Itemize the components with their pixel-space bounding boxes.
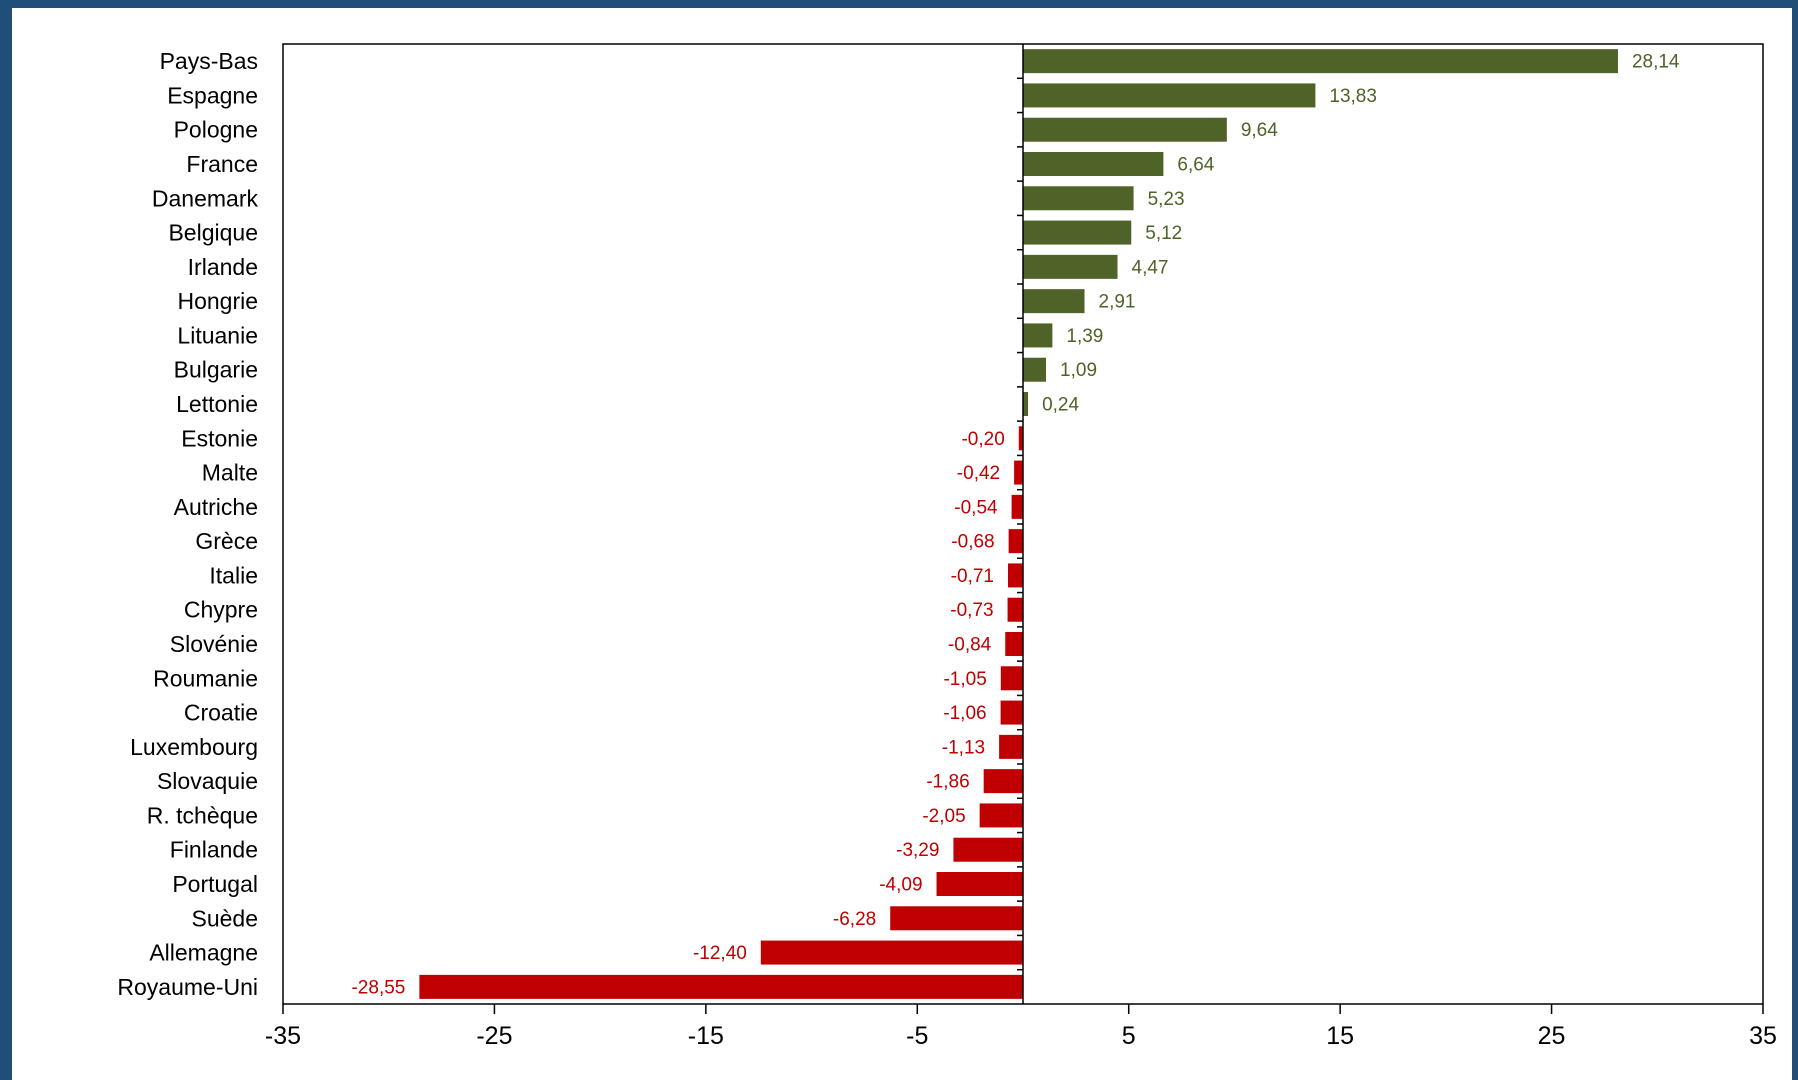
- category-label: Lettonie: [176, 391, 258, 417]
- category-label: France: [186, 151, 258, 177]
- x-tick-label: -35: [265, 1022, 301, 1050]
- data-label: 1,09: [1060, 360, 1097, 381]
- data-label: -1,13: [942, 737, 985, 758]
- data-label: -0,54: [954, 497, 998, 518]
- bar-5: [1023, 220, 1132, 245]
- x-tick-label: 5: [1122, 1022, 1136, 1050]
- bar-9: [1023, 357, 1047, 382]
- data-label: -0,73: [950, 600, 993, 621]
- category-label: Luxembourg: [130, 734, 258, 760]
- category-label: Portugal: [172, 871, 258, 897]
- bar-0: [1023, 49, 1618, 74]
- bar-7: [1023, 289, 1085, 314]
- data-label: 5,23: [1148, 189, 1185, 210]
- data-label: 4,47: [1132, 257, 1169, 278]
- category-label: Slovaquie: [157, 768, 258, 794]
- data-label: -12,40: [693, 943, 747, 964]
- bar-22: [979, 803, 1023, 828]
- bar-16: [1007, 597, 1023, 622]
- data-label: -0,84: [948, 635, 992, 656]
- bar-13: [1011, 494, 1023, 519]
- category-label: Malte: [202, 460, 258, 486]
- category-label: Danemark: [152, 185, 259, 211]
- category-labels: Pays-Bas Espagne Pologne France Danemark Belg…: [117, 48, 258, 1000]
- data-label: -28,55: [351, 977, 405, 998]
- bar-23: [953, 837, 1023, 862]
- x-tick-label: 25: [1538, 1022, 1566, 1050]
- bar-10: [1023, 392, 1029, 416]
- data-label: 2,91: [1099, 292, 1136, 313]
- category-label: R. tchèque: [147, 802, 258, 828]
- data-label: -0,71: [951, 566, 994, 587]
- bar-21: [983, 769, 1023, 794]
- data-label: -0,68: [951, 532, 994, 553]
- bar-3: [1023, 152, 1164, 176]
- bar-12: [1014, 460, 1023, 485]
- bar-26: [760, 940, 1023, 965]
- category-label: Autriche: [174, 494, 258, 520]
- category-label: Irlande: [188, 254, 258, 280]
- category-label: Belgique: [168, 220, 258, 246]
- data-label: 6,64: [1177, 155, 1214, 176]
- bar-25: [890, 906, 1023, 931]
- data-label: -1,86: [926, 772, 969, 793]
- category-label: Pays-Bas: [160, 48, 258, 74]
- bar-6: [1023, 254, 1118, 279]
- bar-15: [1007, 563, 1023, 588]
- category-label: Estonie: [181, 425, 258, 451]
- category-label: Croatie: [184, 700, 258, 726]
- data-label: 9,64: [1241, 120, 1278, 141]
- x-tick-label: -25: [476, 1022, 512, 1050]
- bar-1: [1023, 83, 1316, 108]
- data-label: -0,42: [957, 463, 1000, 484]
- category-label: Pologne: [174, 117, 258, 143]
- zero-axis: [1017, 44, 1024, 1004]
- bar-18: [1000, 666, 1023, 691]
- category-label: Roumanie: [153, 665, 258, 691]
- bar-11: [1018, 426, 1023, 451]
- category-label: Espagne: [167, 82, 258, 108]
- data-label: -1,06: [943, 703, 986, 724]
- category-label: Lituanie: [177, 322, 258, 348]
- data-label: -4,09: [879, 875, 922, 896]
- bar-24: [936, 872, 1023, 896]
- bar-8: [1023, 323, 1053, 348]
- data-labels: 28,14 13,83 9,64 6,64 5,23 5,12 4,47 2,91 1,39 1,…: [351, 52, 1679, 999]
- data-label: 5,12: [1145, 223, 1182, 244]
- category-label: Allemagne: [149, 940, 258, 966]
- category-label: Grèce: [195, 528, 258, 554]
- bar-17: [1005, 632, 1023, 656]
- category-label: Hongrie: [177, 288, 258, 314]
- data-label: -2,05: [922, 806, 965, 827]
- category-label: Finlande: [170, 837, 258, 863]
- category-label: Bulgarie: [174, 357, 258, 383]
- bar-4: [1023, 186, 1134, 211]
- data-label: 0,24: [1042, 395, 1079, 416]
- bar-2: [1023, 117, 1227, 142]
- data-label: -6,28: [833, 909, 876, 930]
- category-label: Slovénie: [170, 631, 258, 657]
- x-tick-label: 15: [1326, 1022, 1354, 1050]
- x-axis: -35 -25 -15 -5 5 15 25 35: [265, 1004, 1777, 1050]
- category-label: Italie: [209, 562, 258, 588]
- data-label: 13,83: [1329, 86, 1377, 107]
- category-label: Royaume-Uni: [117, 974, 258, 1000]
- bar-27: [419, 974, 1023, 999]
- bar-14: [1008, 529, 1023, 554]
- data-label: -3,29: [896, 840, 939, 861]
- data-label: 28,14: [1632, 52, 1680, 73]
- category-label: Suède: [191, 905, 258, 931]
- x-tick-label: -5: [906, 1022, 928, 1050]
- x-tick-label: -15: [688, 1022, 724, 1050]
- data-label: -1,05: [943, 669, 986, 690]
- bar-19: [1000, 700, 1023, 725]
- x-tick-label: 35: [1749, 1022, 1777, 1050]
- data-label: -0,20: [961, 429, 1004, 450]
- bars-group: [419, 49, 1618, 999]
- bar-20: [999, 734, 1023, 759]
- data-label: 1,39: [1066, 326, 1103, 347]
- category-label: Chypre: [184, 597, 258, 623]
